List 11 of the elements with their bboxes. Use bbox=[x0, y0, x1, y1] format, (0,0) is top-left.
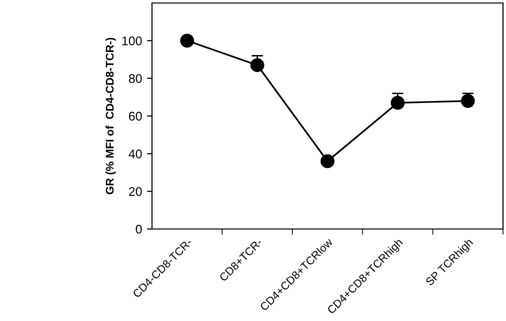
point bbox=[250, 58, 264, 72]
y-tick-label: 60 bbox=[129, 112, 142, 121]
y-tick-label: 80 bbox=[128, 74, 142, 83]
y-tick-label: 100 bbox=[122, 36, 142, 46]
y-tick-label: 0 bbox=[136, 224, 142, 234]
point bbox=[390, 96, 405, 110]
y-axis-title: GR (% MFI of CD4-CD8-TCR-) bbox=[106, 38, 116, 194]
point bbox=[320, 154, 334, 168]
y-tick-label: 40 bbox=[128, 149, 142, 158]
point bbox=[180, 34, 194, 48]
y-tick-label: 20 bbox=[129, 187, 142, 196]
